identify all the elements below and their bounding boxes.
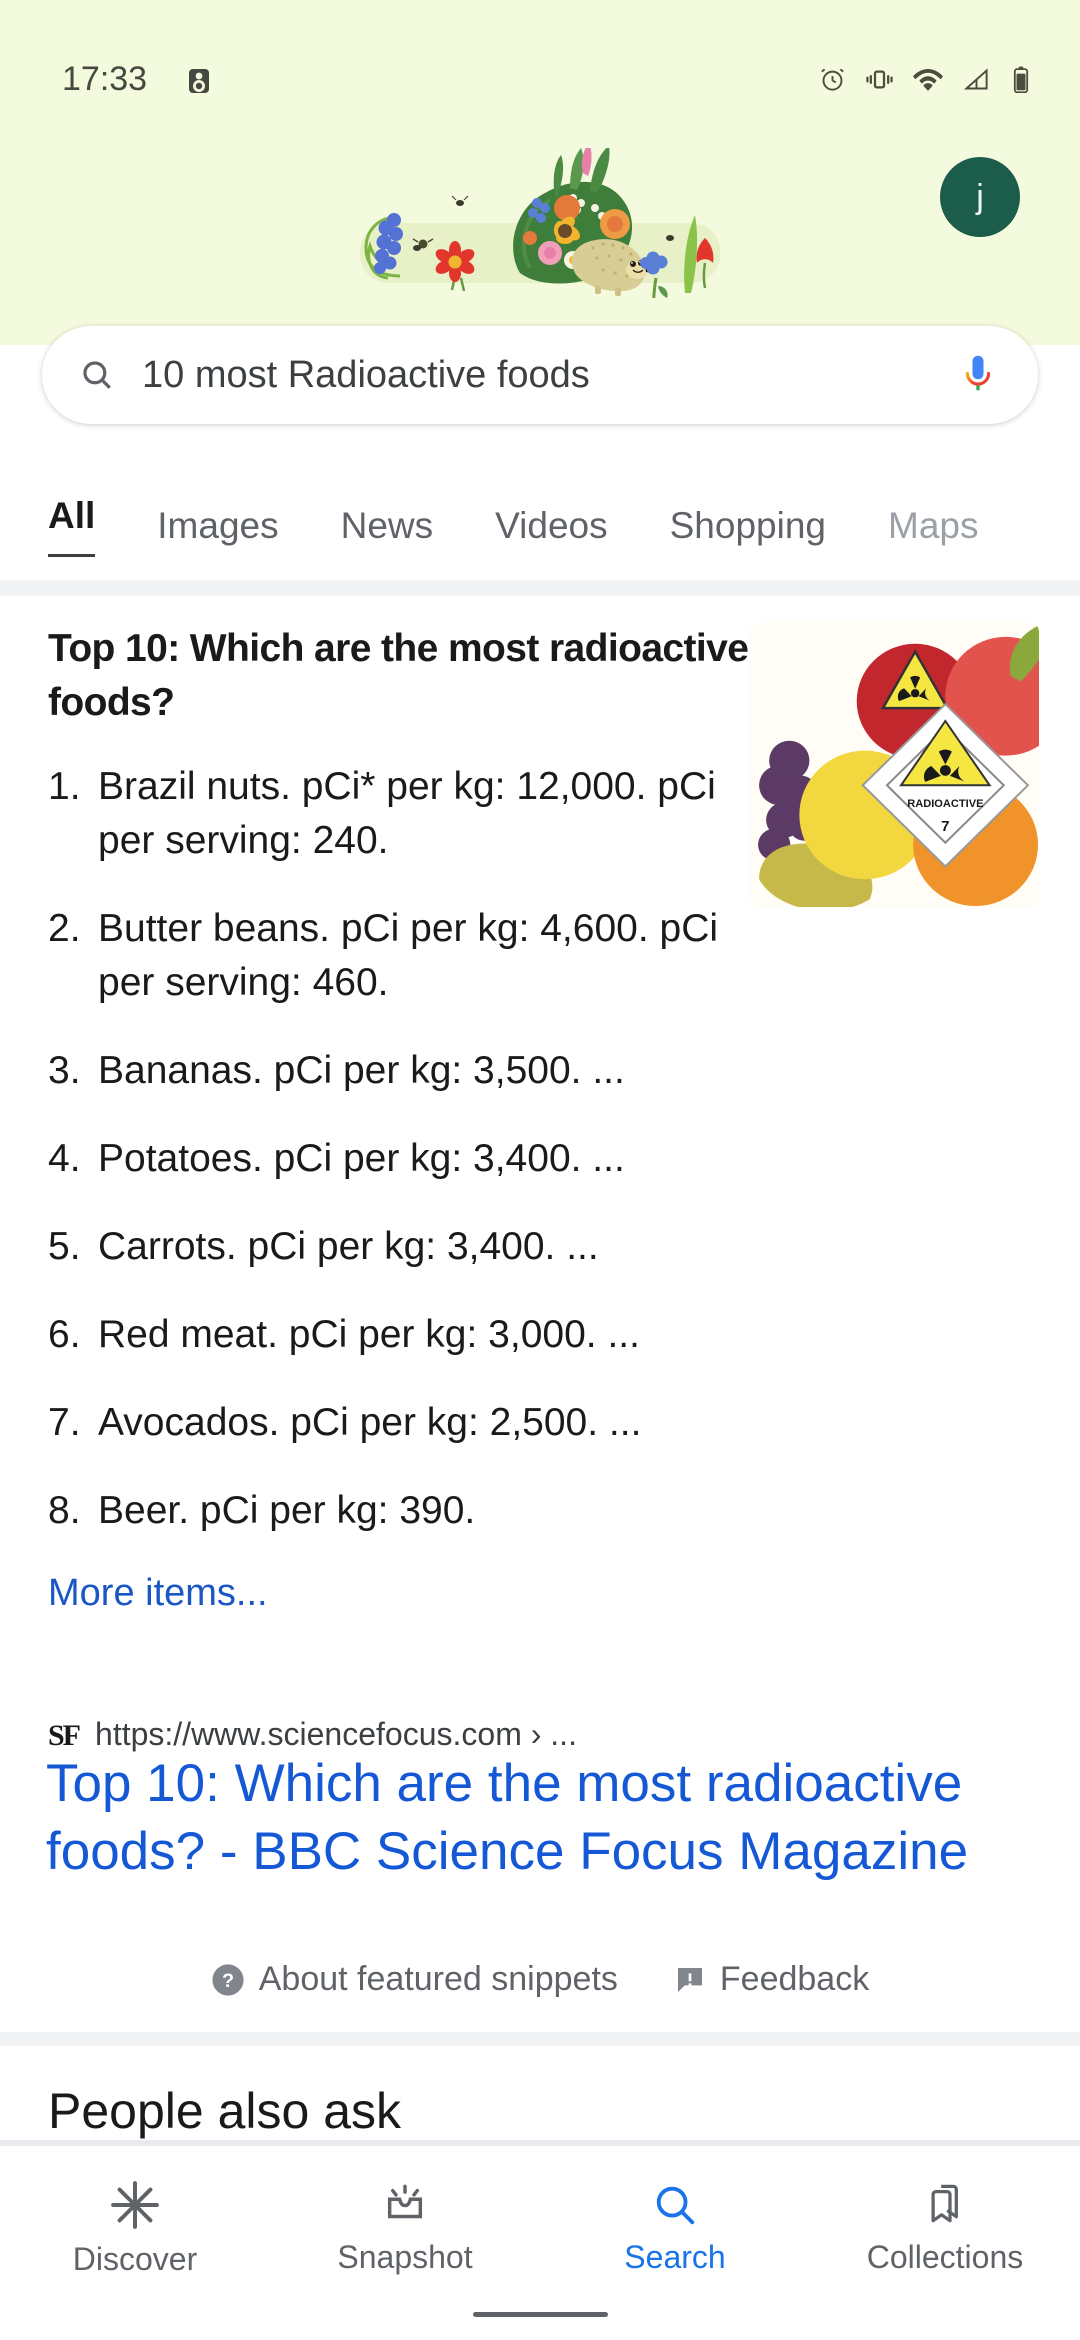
svg-text:?: ? bbox=[222, 1970, 234, 1992]
